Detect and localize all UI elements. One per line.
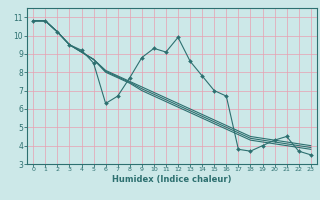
X-axis label: Humidex (Indice chaleur): Humidex (Indice chaleur) [112, 175, 232, 184]
